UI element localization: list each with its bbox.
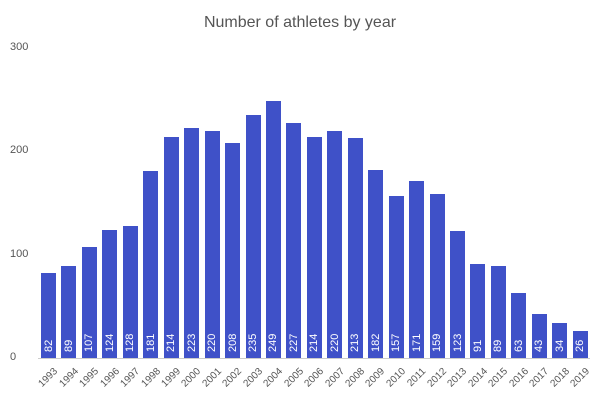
x-tick-label: 1993 [36,366,61,390]
y-tick-label: 0 [10,351,17,363]
x-tick-label: 2004 [261,366,286,390]
bar-value-label: 107 [83,333,96,352]
x-tick-label: 2014 [466,366,490,390]
x-tick-label: 2003 [241,366,265,390]
y-tick-label: 200 [10,144,29,157]
bar-2011: 171 [409,181,425,358]
bar-2010: 157 [388,195,404,358]
bar-1997: 128 [122,225,138,358]
bar-value-label: 235 [247,333,259,352]
x-tick-label: 2016 [507,366,531,390]
x-tick-label: 2007 [323,366,347,390]
bar-value-label: 157 [390,333,403,352]
bar-value-label: 91 [471,339,484,352]
bar-2000: 223 [184,127,200,358]
bar-value-label: 89 [62,339,75,352]
bar-2014: 91 [470,263,486,358]
y-tick-label: 100 [10,247,29,260]
x-tick-label: 2018 [548,366,572,390]
bar-value-label: 171 [410,333,423,352]
bar-value-label: 124 [103,333,116,352]
x-tick-label: 2006 [302,366,327,390]
bar-value-label: 208 [226,333,239,352]
bar-value-label: 182 [369,333,382,352]
x-tick-label: 2002 [220,366,245,390]
x-tick-label: 2009 [363,366,388,390]
bar-1998: 181 [143,170,159,358]
bar-value-label: 223 [185,333,198,352]
x-tick-label: 2017 [527,366,552,390]
bar-value-label: 89 [492,339,505,352]
x-axis-baseline [38,358,590,359]
bar-value-label: 220 [328,333,341,352]
bar-2004: 249 [265,100,281,358]
bar-2015: 89 [490,266,506,358]
x-tick-label: 2015 [486,366,511,390]
bar-1995: 107 [81,247,97,358]
x-tick-label: 2000 [179,366,204,390]
chart-title: Number of athletes by year [203,14,397,31]
bar-2001: 220 [204,130,220,358]
x-tick-label: 1994 [57,366,81,390]
x-tick-label: 2011 [405,366,429,389]
x-tick-label: 2013 [445,366,470,390]
bar-2016: 63 [511,292,527,358]
bar-2019: 26 [572,331,588,358]
bar-2006: 214 [306,136,322,358]
bar-1994: 89 [61,266,77,358]
bar-2003: 235 [245,115,261,358]
bar-value-label: 26 [574,339,587,352]
bar-value-label: 227 [287,333,300,352]
bar-2017: 43 [531,313,547,358]
bar-value-label: 220 [206,333,219,352]
bar-2008: 213 [347,137,363,358]
x-tick-label: 1998 [139,366,163,390]
bar-1993: 82 [41,273,56,358]
bar-2013: 123 [450,230,465,358]
bar-2012: 159 [429,193,445,358]
y-tick-label: 300 [10,41,29,53]
bar-value-label: 63 [512,339,525,352]
bar-2018: 34 [552,322,568,358]
bar-value-label: 34 [553,339,566,352]
x-tick-label: 1995 [77,366,102,390]
x-tick-label: 2010 [384,366,408,390]
bar-value-label: 181 [144,333,157,352]
x-tick-label: 1997 [118,366,143,390]
x-tick-label: 2008 [343,366,368,390]
bar-value-label: 123 [451,333,464,352]
bar-value-label: 43 [533,339,546,352]
bar-value-label: 82 [42,339,55,352]
bar-1999: 214 [163,136,179,358]
bar-2009: 182 [368,169,384,358]
x-tick-label: 2001 [200,366,224,390]
x-tick-label: 1996 [98,366,122,390]
bar-value-label: 214 [308,333,321,352]
bar-value-label: 249 [267,333,280,352]
x-tick-label: 2019 [568,366,592,390]
bar-2007: 220 [327,130,343,358]
bar-2005: 227 [286,123,302,358]
bar-2002: 208 [225,143,241,358]
bar-1996: 124 [102,229,118,358]
bar-value-label: 128 [124,333,137,352]
x-tick-label: 1999 [159,366,183,390]
x-tick-label: 2012 [425,366,449,390]
x-tick-label: 2005 [282,366,306,390]
bar-value-label: 214 [165,333,178,352]
bar-value-label: 213 [349,333,362,352]
bar-value-label: 159 [431,333,444,352]
